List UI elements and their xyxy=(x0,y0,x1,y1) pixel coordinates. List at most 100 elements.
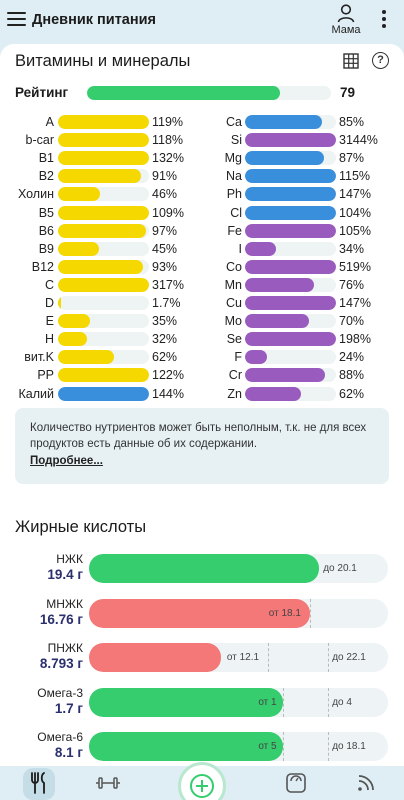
nutrient-bar-fill xyxy=(58,332,88,347)
nutrient-label: F xyxy=(234,350,242,365)
nav-feed-button[interactable] xyxy=(354,766,378,800)
nutrient-label: Se xyxy=(226,332,242,347)
nutrient-label: B2 xyxy=(38,169,54,184)
fatty-acid-name: ПНЖК xyxy=(47,641,83,655)
nutrient-row: C 317% xyxy=(0,277,404,293)
nutrient-bar xyxy=(245,259,336,274)
fatty-acid-name: НЖК xyxy=(56,552,83,566)
nutrient-bar xyxy=(245,277,336,292)
nutrient-row: PP 122% xyxy=(0,367,404,383)
nutrient-bar xyxy=(245,296,336,310)
fatty-acid-bar: от 5 до 18.1 xyxy=(89,732,388,761)
nutrient-bar xyxy=(245,223,336,238)
nutrient-bar xyxy=(58,223,149,238)
nutrient-bar-fill xyxy=(245,314,309,329)
nutrient-label: Cu xyxy=(226,296,242,310)
nutrient-label: B5 xyxy=(38,205,54,220)
nutrient-label: PP xyxy=(37,368,54,383)
fatty-acid-max-tick xyxy=(328,687,330,717)
nutrient-label: B9 xyxy=(38,241,54,256)
nutrient-label: Mo xyxy=(224,314,242,329)
nutrient-percent: 87% xyxy=(339,151,365,166)
nutrient-bar-fill xyxy=(58,205,149,220)
nav-diary-button[interactable] xyxy=(23,766,55,800)
nutrient-bar xyxy=(245,115,336,129)
nutrient-bar-fill xyxy=(245,115,323,129)
rss-icon xyxy=(358,775,374,791)
nutrient-row: B2 91% xyxy=(0,168,404,184)
rating-bar-fill xyxy=(87,86,280,100)
nutrient-percent: 147% xyxy=(339,187,371,202)
vitamins-section-title: Витамины и минералы xyxy=(15,52,191,70)
more-info-link[interactable]: Подробнее... xyxy=(30,455,103,467)
nutrient-bar-fill xyxy=(245,205,336,220)
table-icon[interactable] xyxy=(343,53,359,69)
nutrient-label: вит.K xyxy=(24,350,54,365)
nutrient-bar xyxy=(245,169,336,184)
nutrient-percent: 104% xyxy=(339,205,371,220)
nutrient-percent: 118% xyxy=(152,133,184,148)
nutrient-bar-fill xyxy=(58,115,149,129)
rating-label: Рейтинг xyxy=(15,85,69,100)
nutrient-bar-fill xyxy=(58,133,149,148)
nutrient-bar-fill xyxy=(58,314,90,329)
more-vertical-icon[interactable] xyxy=(380,10,388,32)
nutrient-percent: 198% xyxy=(339,332,371,347)
add-button[interactable] xyxy=(178,762,226,800)
fatty-acid-bar: до 20.1 xyxy=(89,554,388,583)
nutrient-row: I 34% xyxy=(0,241,404,257)
nutrient-label: b-car xyxy=(25,133,54,148)
help-circle-icon[interactable]: ? xyxy=(372,52,389,69)
fatty-acid-min-label: от 18.1 xyxy=(268,607,301,619)
nutrient-bar xyxy=(58,314,149,329)
fatty-acid-value: 8.1 г xyxy=(54,745,83,760)
nutrient-label: Cl xyxy=(230,205,242,220)
nutrient-row: Fe 105% xyxy=(0,223,404,239)
nutrient-percent: 1.7% xyxy=(152,296,181,310)
fatty-acid-min-label: от 5 xyxy=(258,741,277,752)
nutrient-percent: 76% xyxy=(339,277,365,292)
nutrient-bar xyxy=(58,277,149,292)
fatty-acid-bar: от 18.1 xyxy=(89,598,388,628)
fatty-acid-min-label: от 12.1 xyxy=(226,652,260,663)
nutrient-row: Co 519% xyxy=(0,259,404,275)
fatty-acid-bar: от 1 до 4 xyxy=(89,687,388,717)
fatty-acid-row: Омега-3 1.7 г от 1 до 4 xyxy=(0,683,404,723)
nutrient-row: Cl 104% xyxy=(0,205,404,221)
fatty-acid-name: Омега-3 xyxy=(37,685,83,700)
bottom-navigation xyxy=(0,762,404,800)
nutrient-percent: 46% xyxy=(152,187,178,202)
scale-icon xyxy=(286,773,306,793)
profile-name: Мама xyxy=(331,24,361,36)
nutrient-percent: 3144% xyxy=(339,133,378,148)
nutrient-bar-fill xyxy=(245,296,336,310)
nutrient-bar xyxy=(245,350,336,365)
nutrient-row: Mn 76% xyxy=(0,277,404,293)
nutrient-row: Ph 147% xyxy=(0,186,404,202)
nutrient-label: C xyxy=(44,277,54,292)
nav-activity-button[interactable] xyxy=(93,766,123,800)
nutrient-bar xyxy=(58,332,149,347)
nutrient-percent: 88% xyxy=(339,368,365,383)
nutrient-row: Zn 62% xyxy=(0,386,404,402)
nutrient-percent: 24% xyxy=(339,350,365,365)
fatty-acid-max-label: до 18.1 xyxy=(332,741,366,752)
nutrient-bar-fill xyxy=(58,386,149,401)
profile-button[interactable]: Мама xyxy=(326,3,366,41)
nutrient-bar xyxy=(245,133,336,148)
nutrient-row: Mg 87% xyxy=(0,150,404,166)
nav-weight-button[interactable] xyxy=(282,766,310,800)
nutrient-bar xyxy=(245,368,336,383)
nutrient-bar-fill xyxy=(245,368,326,383)
fatty-acid-bar-fill xyxy=(89,643,221,672)
nutrient-bar xyxy=(58,133,149,148)
hamburger-menu-icon[interactable] xyxy=(7,11,27,29)
fatty-acid-max-tick xyxy=(328,732,330,761)
fatty-acid-min-tick xyxy=(310,598,312,628)
nutrient-bar-fill xyxy=(58,223,147,238)
nutrient-bar-fill xyxy=(58,169,141,184)
rating-value: 79 xyxy=(340,85,356,100)
nutrient-percent: 144% xyxy=(152,386,184,401)
nutrient-bar xyxy=(245,314,336,329)
nav-active-indicator xyxy=(23,768,55,800)
